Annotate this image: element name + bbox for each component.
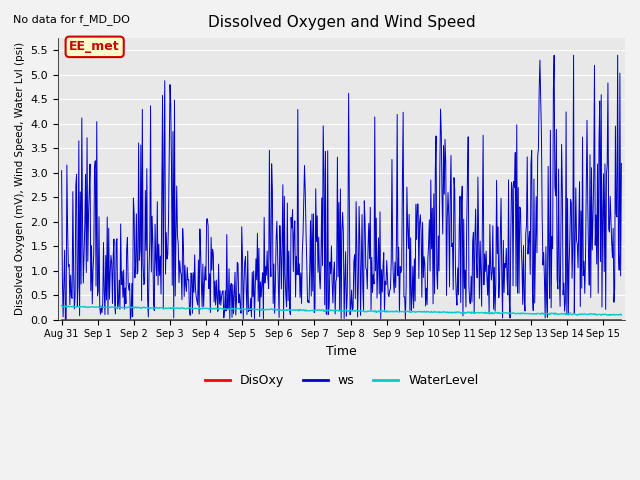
Y-axis label: Dissolved Oxygen (mV), Wind Speed, Water Lvl (psi): Dissolved Oxygen (mV), Wind Speed, Water… — [15, 42, 25, 315]
Legend: DisOxy, ws, WaterLevel: DisOxy, ws, WaterLevel — [200, 370, 483, 392]
Text: No data for f_MD_DO: No data for f_MD_DO — [13, 14, 130, 25]
Title: Dissolved Oxygen and Wind Speed: Dissolved Oxygen and Wind Speed — [208, 15, 476, 30]
Text: EE_met: EE_met — [69, 40, 120, 53]
X-axis label: Time: Time — [326, 345, 357, 358]
